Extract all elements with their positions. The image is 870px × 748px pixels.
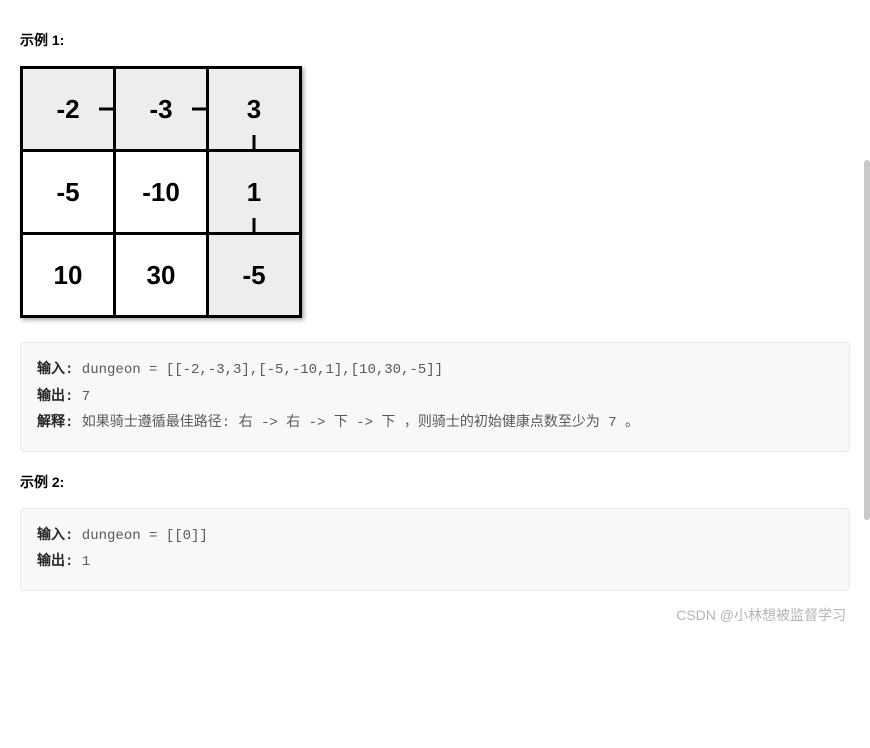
example1-explain-line: 解释: 如果骑士遵循最佳路径: 右 -> 右 -> 下 -> 下 ，则骑士的初始… xyxy=(37,410,833,437)
grid-cell: -3 xyxy=(115,68,208,151)
input-label: 输入: xyxy=(37,528,73,544)
grid-cell: 1 xyxy=(208,151,301,234)
input-label: 输入: xyxy=(37,362,73,378)
watermark: CSDN @小林想被监督学习 xyxy=(676,605,846,625)
cell-value: -10 xyxy=(142,177,180,208)
cell-value: 30 xyxy=(147,260,176,291)
example1-input-line: 输入: dungeon = [[-2,-3,3],[-5,-10,1],[10,… xyxy=(37,357,833,384)
scrollbar-thumb[interactable] xyxy=(864,160,870,520)
cell-value: -5 xyxy=(242,260,265,291)
output-label: 输出: xyxy=(37,389,73,405)
explain-label: 解释: xyxy=(37,415,73,431)
grid-cell: 3 xyxy=(208,68,301,151)
input-value: dungeon = [[0]] xyxy=(73,528,207,544)
cell-value: 3 xyxy=(247,94,261,125)
grid-cell: 30 xyxy=(115,234,208,317)
input-value: dungeon = [[-2,-3,3],[-5,-10,1],[10,30,-… xyxy=(73,362,443,378)
grid-cell: -10 xyxy=(115,151,208,234)
output-label: 输出: xyxy=(37,554,73,570)
cell-value: 10 xyxy=(54,260,83,291)
cell-value: 1 xyxy=(247,177,261,208)
grid-cell: 10 xyxy=(22,234,115,317)
output-value: 1 xyxy=(73,554,90,570)
explain-value: 如果骑士遵循最佳路径: 右 -> 右 -> 下 -> 下 ，则骑士的初始健康点数… xyxy=(73,415,639,431)
cell-value: -5 xyxy=(56,177,79,208)
example2-code: 输入: dungeon = [[0]] 输出: 1 xyxy=(20,508,850,591)
cell-value: -3 xyxy=(149,94,172,125)
example1-code: 输入: dungeon = [[-2,-3,3],[-5,-10,1],[10,… xyxy=(20,342,850,452)
example1-output-line: 输出: 7 xyxy=(37,384,833,411)
example1-title: 示例 1: xyxy=(20,30,850,50)
example2-title: 示例 2: xyxy=(20,472,850,492)
grid-cell: -5 xyxy=(22,151,115,234)
cell-value: -2 xyxy=(56,94,79,125)
grid-cell: -5 xyxy=(208,234,301,317)
output-value: 7 xyxy=(73,389,90,405)
dungeon-grid: -2 -3 3 -5 -10 1 10 30 -5 xyxy=(20,66,850,318)
grid-cell: -2 xyxy=(22,68,115,151)
example2-output-line: 输出: 1 xyxy=(37,549,833,576)
example2-input-line: 输入: dungeon = [[0]] xyxy=(37,523,833,550)
